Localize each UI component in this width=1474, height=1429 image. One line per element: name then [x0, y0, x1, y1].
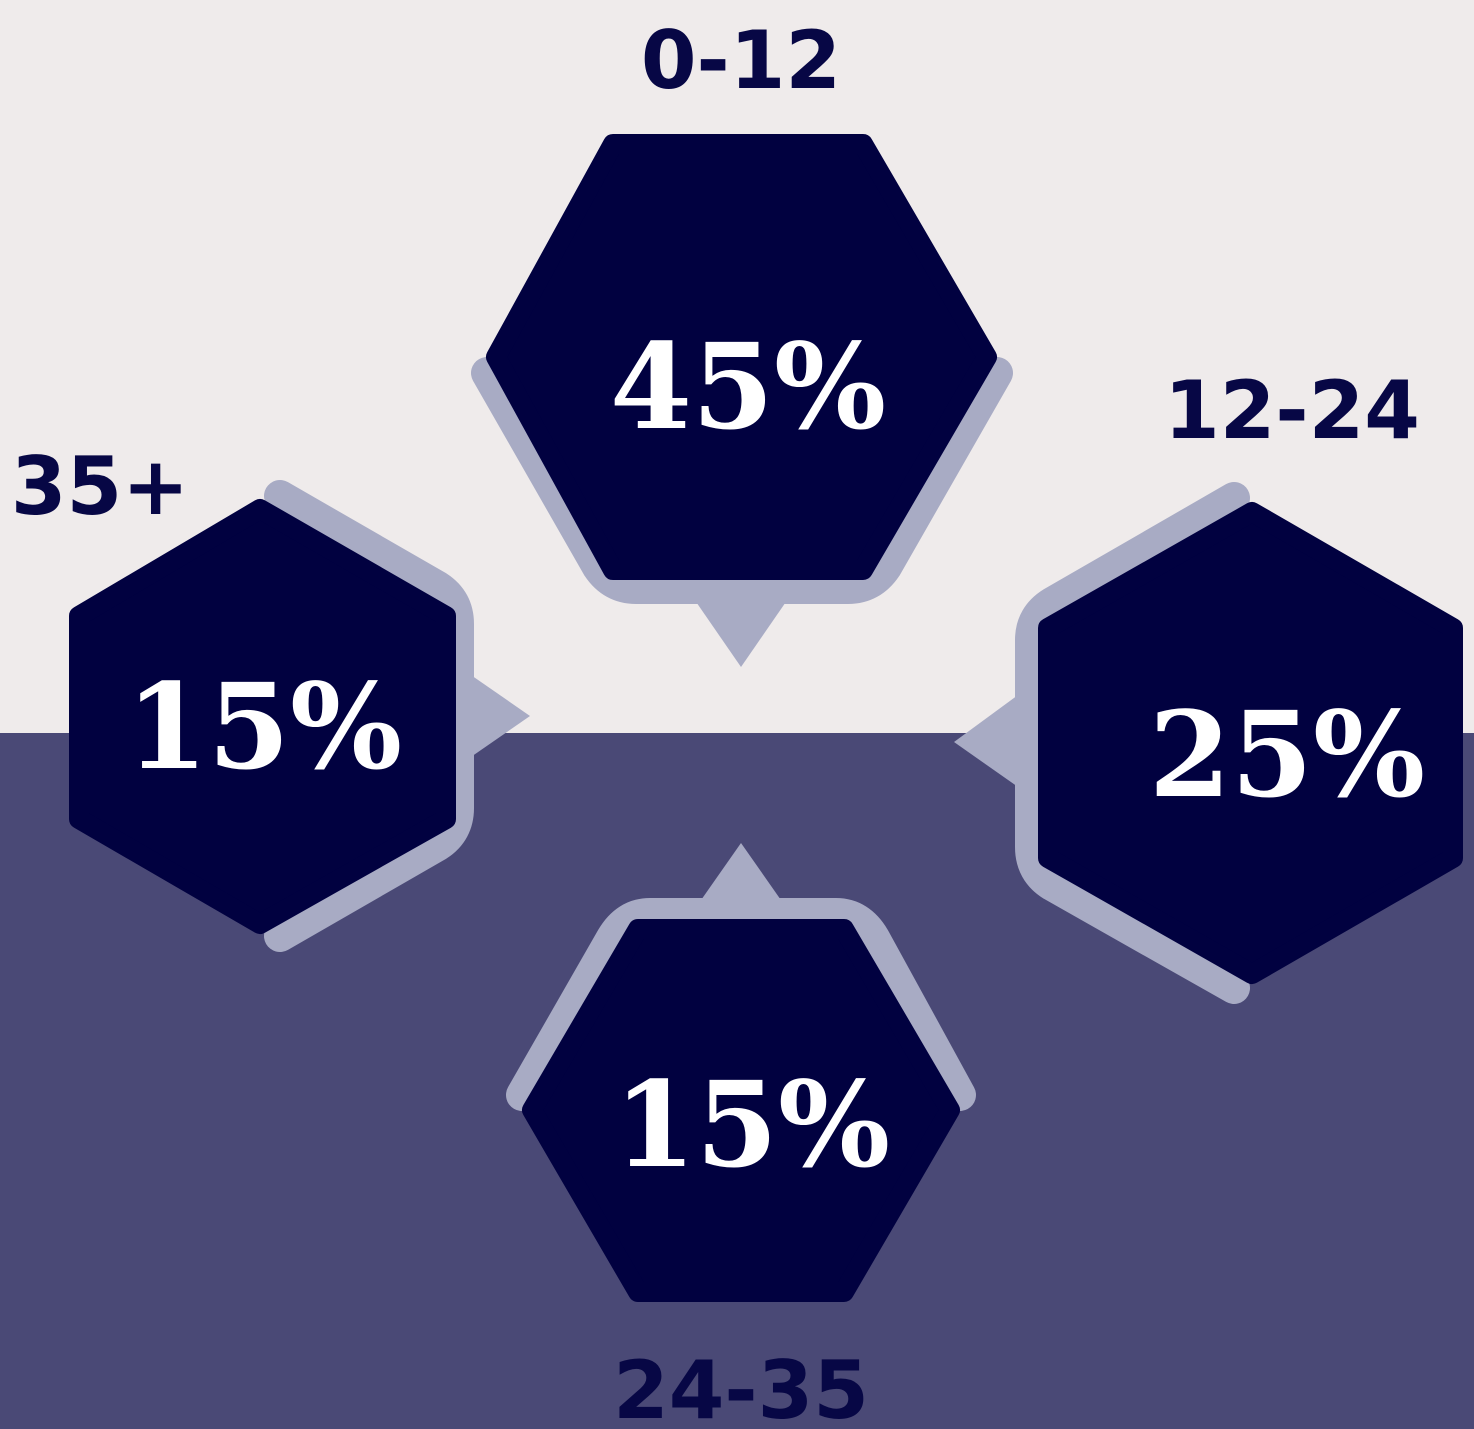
segment-left-value: 15%: [126, 657, 402, 796]
segment-left-bracket: [264, 480, 474, 952]
segment-top-pointer: [692, 596, 790, 667]
segment-right-hexagon: [1038, 502, 1463, 984]
segment-right-bracket: [1015, 482, 1250, 1004]
segment-top-value: 45%: [610, 317, 886, 456]
segment-left-hexagon: [69, 499, 456, 934]
segment-bottom-bracket: [506, 898, 976, 1111]
segment-left-pointer: [468, 673, 530, 759]
segment-right-value: 25%: [1149, 685, 1425, 824]
segment-bottom: 15% 24-35: [506, 843, 976, 1429]
segment-right-range: 12-24: [1164, 364, 1420, 457]
segment-bottom-range: 24-35: [613, 1344, 869, 1429]
segment-left-range: 35+: [11, 440, 189, 533]
segment-top: 45% 0-12: [471, 14, 1013, 667]
segment-top-range: 0-12: [641, 14, 841, 107]
segment-bottom-hexagon: [522, 919, 960, 1302]
segment-bottom-pointer: [699, 843, 783, 903]
segment-top-hexagon: [486, 134, 997, 580]
segment-right-pointer: [954, 695, 1018, 787]
segment-right: 25% 12-24: [954, 364, 1463, 1004]
segment-bottom-value: 15%: [614, 1055, 890, 1194]
segment-left: 15% 35+: [11, 440, 530, 952]
